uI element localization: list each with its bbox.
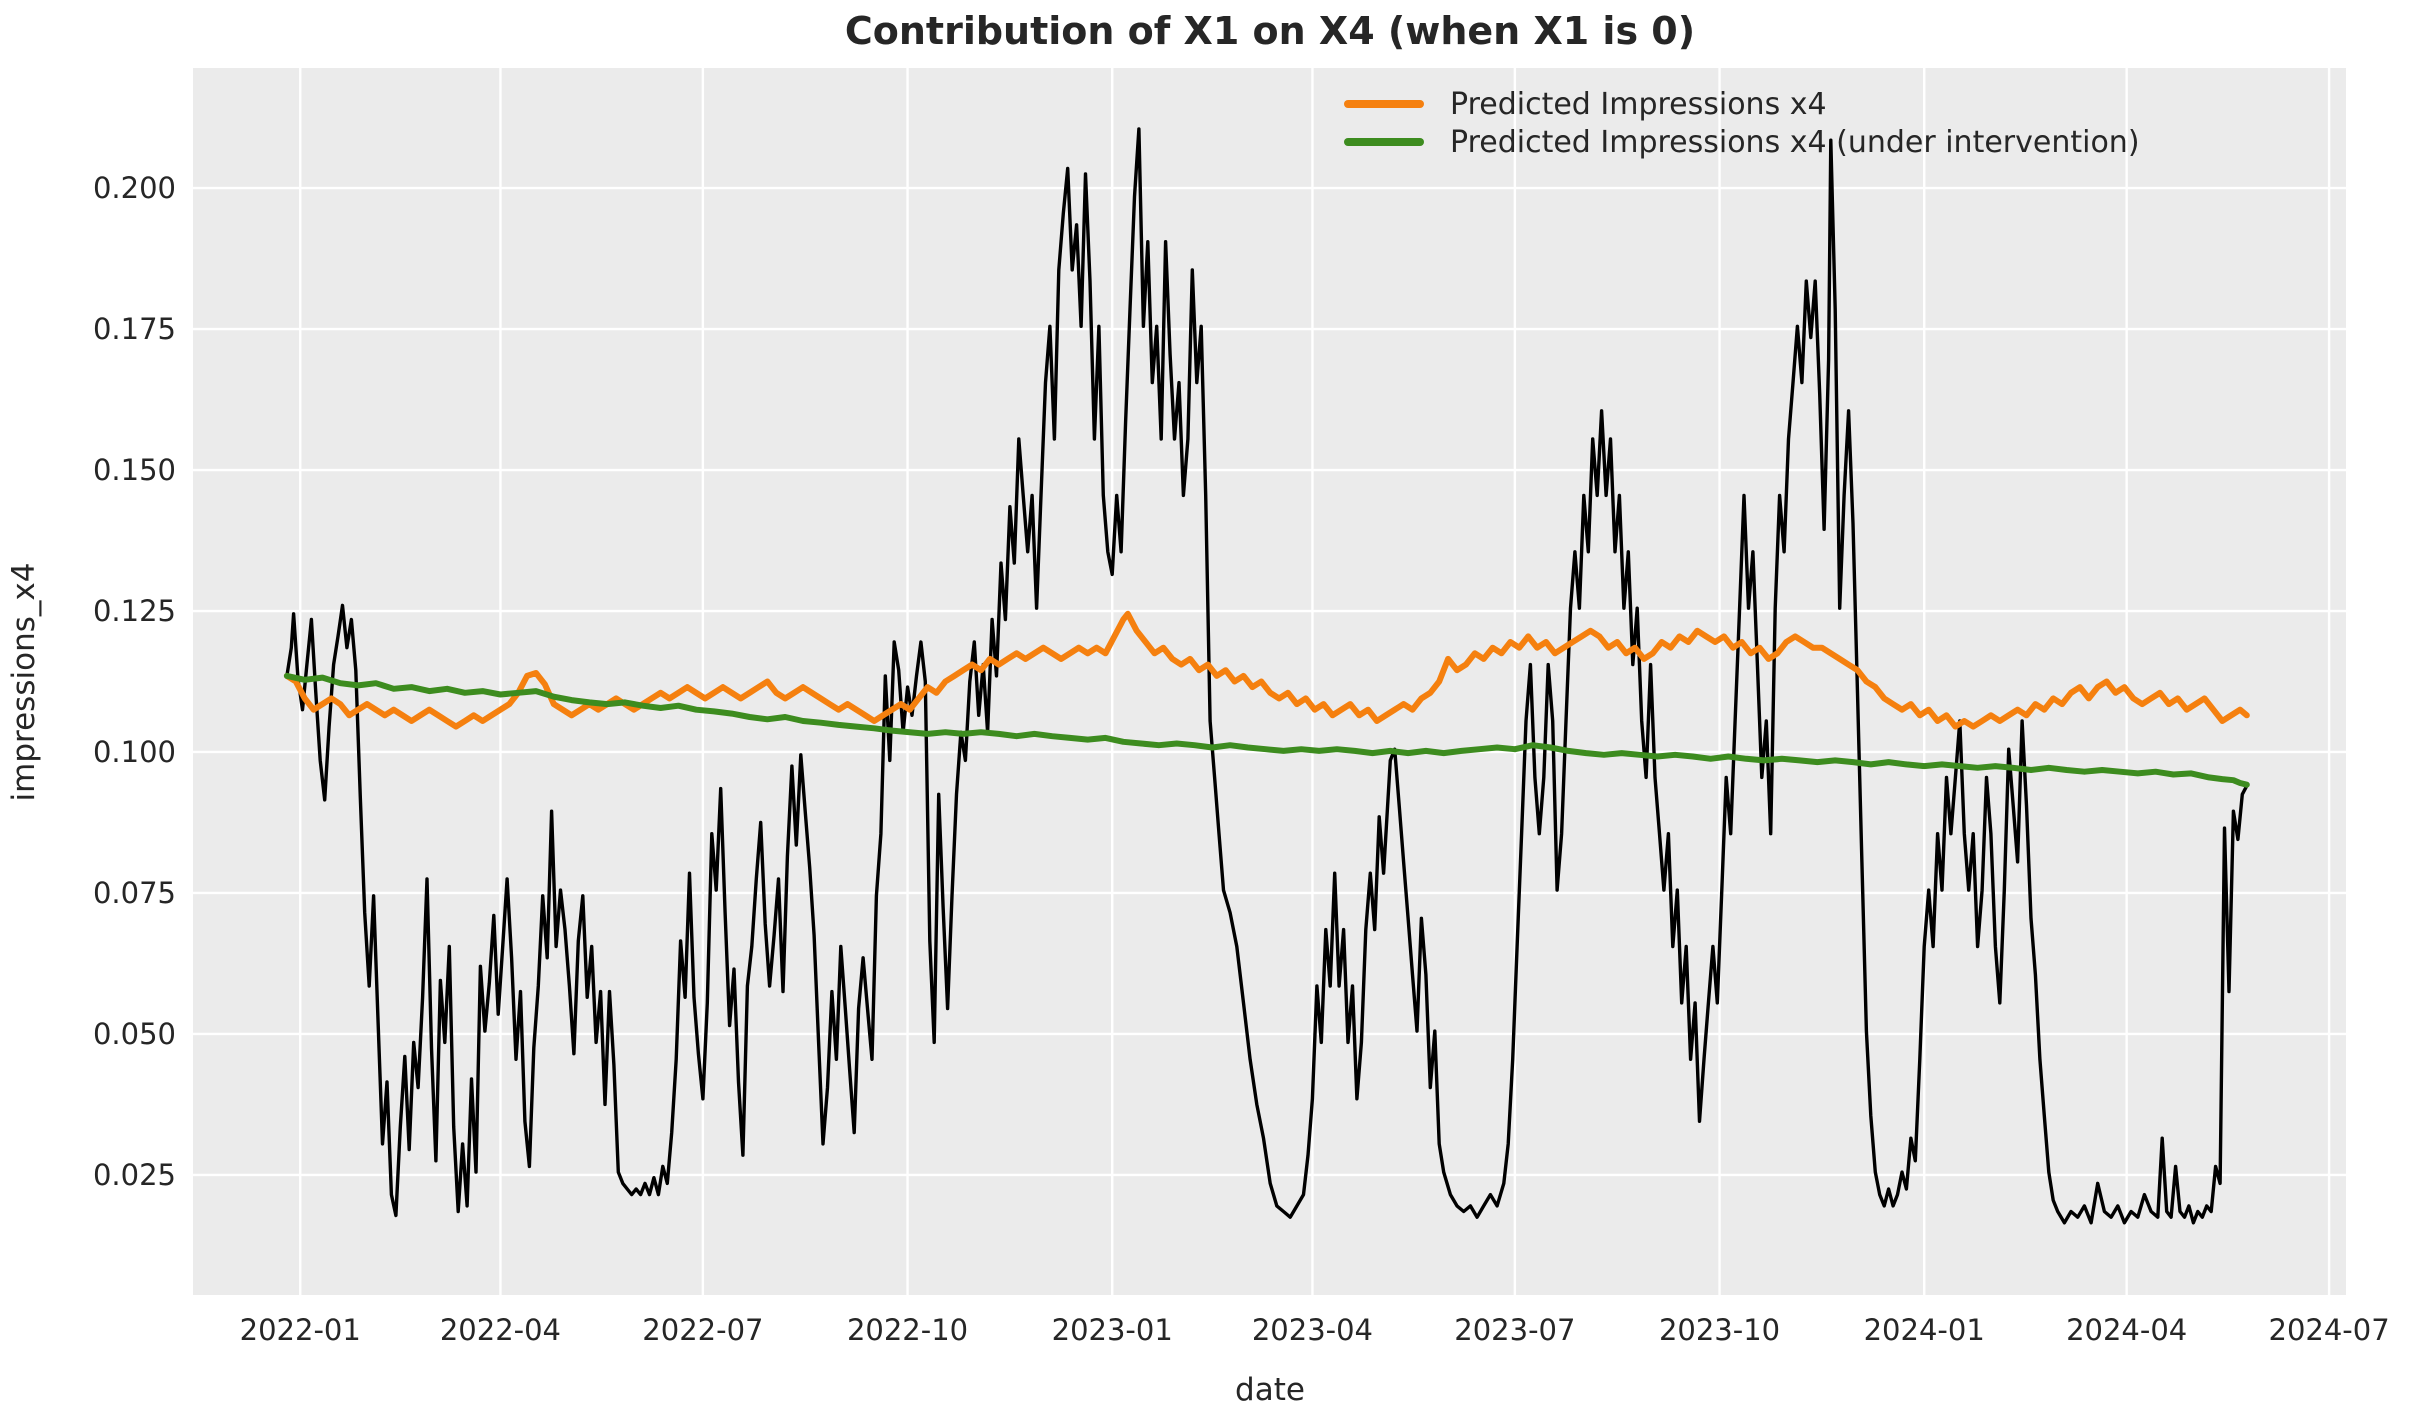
x-tick-label-0: 2022-01 — [240, 1313, 361, 1347]
x-tick-label-1: 2022-04 — [440, 1313, 561, 1347]
y-tick-label-3: 0.100 — [93, 735, 176, 769]
plot-area — [193, 68, 2346, 1295]
y-tick-label-6: 0.175 — [93, 312, 176, 346]
x-tick-label-7: 2023-10 — [1659, 1313, 1780, 1347]
x-tick-label-8: 2024-01 — [1864, 1313, 1985, 1347]
y-tick-label-0: 0.025 — [93, 1158, 176, 1192]
x-axis-label: date — [1235, 1372, 1305, 1408]
chart-title: Contribution of X1 on X4 (when X1 is 0) — [845, 9, 1695, 53]
y-tick-label-7: 0.200 — [93, 171, 176, 205]
y-tick-label-4: 0.125 — [93, 594, 176, 628]
x-tick-label-2: 2022-07 — [642, 1313, 763, 1347]
x-tick-label-3: 2022-10 — [847, 1313, 968, 1347]
y-tick-label-1: 0.050 — [93, 1017, 176, 1051]
y-axis-label: impressions_x4 — [6, 563, 42, 802]
x-tick-label-6: 2023-07 — [1454, 1313, 1575, 1347]
x-tick-label-10: 2024-07 — [2269, 1313, 2390, 1347]
legend-label-predicted_intervention: Predicted Impressions x4 (under interven… — [1450, 125, 2140, 160]
y-tick-label-5: 0.150 — [93, 453, 176, 487]
x-tick-label-5: 2023-04 — [1252, 1313, 1373, 1347]
y-tick-label-2: 0.075 — [93, 876, 176, 910]
x-tick-label-9: 2024-04 — [2066, 1313, 2187, 1347]
series-line-predicted — [283, 610, 2250, 730]
legend-label-predicted: Predicted Impressions x4 — [1450, 87, 1827, 122]
series-line-actual — [285, 127, 2249, 1225]
series-line-predicted_intervention — [283, 672, 2250, 788]
x-tick-label-4: 2023-01 — [1052, 1313, 1173, 1347]
